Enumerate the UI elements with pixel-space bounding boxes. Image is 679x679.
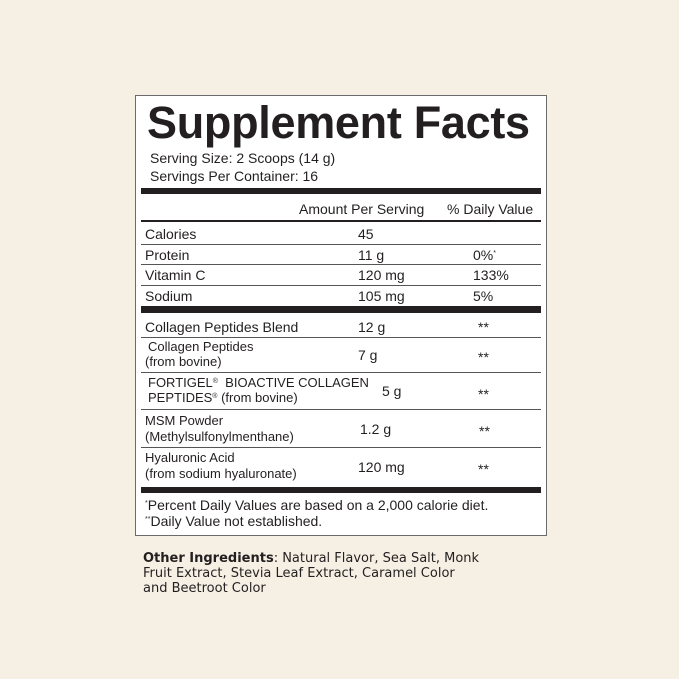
ingredient-name: FORTIGEL® BIOACTIVE COLLAGEN [148,375,369,390]
ingredient-amount: 120 mg [358,459,405,475]
nutrient-dv: 0%* [473,247,496,263]
divider [141,285,541,286]
divider [141,188,541,194]
nutrient-dv: 133% [473,267,509,283]
header-daily-value: % Daily Value [447,201,534,217]
other-ingredients-text: : Natural Flavor, Sea Salt, Monk Fruit E… [143,551,480,596]
ingredient-source: (Methylsulfonylmenthane) [145,429,294,444]
registered-mark: ® [212,378,218,385]
divider [141,306,541,313]
name-part: BIOACTIVE COLLAGEN [217,375,369,390]
divider [141,244,541,245]
nutrient-amount: 45 [358,226,374,242]
divider [141,337,541,338]
ingredient-name: Hyaluronic Acid [145,450,235,465]
nutrient-amount: 11 g [358,247,385,263]
divider [141,220,541,222]
header-amount: Amount Per Serving [299,201,425,217]
ingredient-source: (from sodium hyaluronate) [145,466,297,481]
source: (from bovine) [217,390,298,405]
footnote-text: Daily Value not established. [150,513,323,529]
divider [141,372,541,373]
panel-title: Supplement Facts [147,97,530,148]
servings-per-container: Servings Per Container: 16 [150,168,319,184]
nutrient-name: Protein [145,247,190,263]
ingredient-amount: 12 g [358,319,386,335]
nutrient-name: Sodium [145,288,193,304]
supplement-facts-panel: Supplement Facts Serving Size: 2 Scoops … [135,95,547,536]
ingredient-amount: 7 g [358,347,378,363]
other-ingredients: Other Ingredients: Natural Flavor, Sea S… [143,551,483,596]
registered-mark: ® [212,393,218,400]
ingredient-dv: ** [479,423,490,439]
footnote-text: Percent Daily Values are based on a 2,00… [147,497,489,513]
ingredient-dv: ** [478,461,489,477]
footnote-mark: * [493,250,496,257]
footnote-dv-not-established: **Daily Value not established. [145,513,322,529]
divider [141,409,541,410]
nutrient-amount: 120 mg [358,267,405,283]
footnote-percent-dv: *Percent Daily Values are based on a 2,0… [145,497,488,513]
ingredient-name: Collagen Peptides [148,339,254,354]
nutrient-name: Vitamin C [145,267,206,283]
divider [141,264,541,265]
dv-value: 0% [473,247,494,263]
ingredient-source: PEPTIDES® (from bovine) [148,390,298,405]
brand-name: FORTIGEL [148,375,213,390]
footnote-mark: ** [145,516,151,523]
ingredient-amount: 5 g [382,383,402,399]
ingredient-dv: ** [478,386,489,402]
ingredient-name: MSM Powder [145,413,224,428]
nutrient-dv: 5% [473,288,494,304]
name-part: PEPTIDES [148,390,213,405]
serving-size: Serving Size: 2 Scoops (14 g) [150,150,336,166]
ingredient-dv: ** [478,319,489,335]
nutrient-amount: 105 mg [358,288,405,304]
divider [141,487,541,493]
ingredient-name: Collagen Peptides Blend [145,319,299,335]
divider [141,447,541,448]
ingredient-dv: ** [478,349,489,365]
footnote-mark: * [145,500,148,507]
nutrient-name: Calories [145,226,197,242]
ingredient-source: (from bovine) [145,354,222,369]
ingredient-amount: 1.2 g [360,421,392,437]
other-ingredients-label: Other Ingredients [143,551,274,566]
